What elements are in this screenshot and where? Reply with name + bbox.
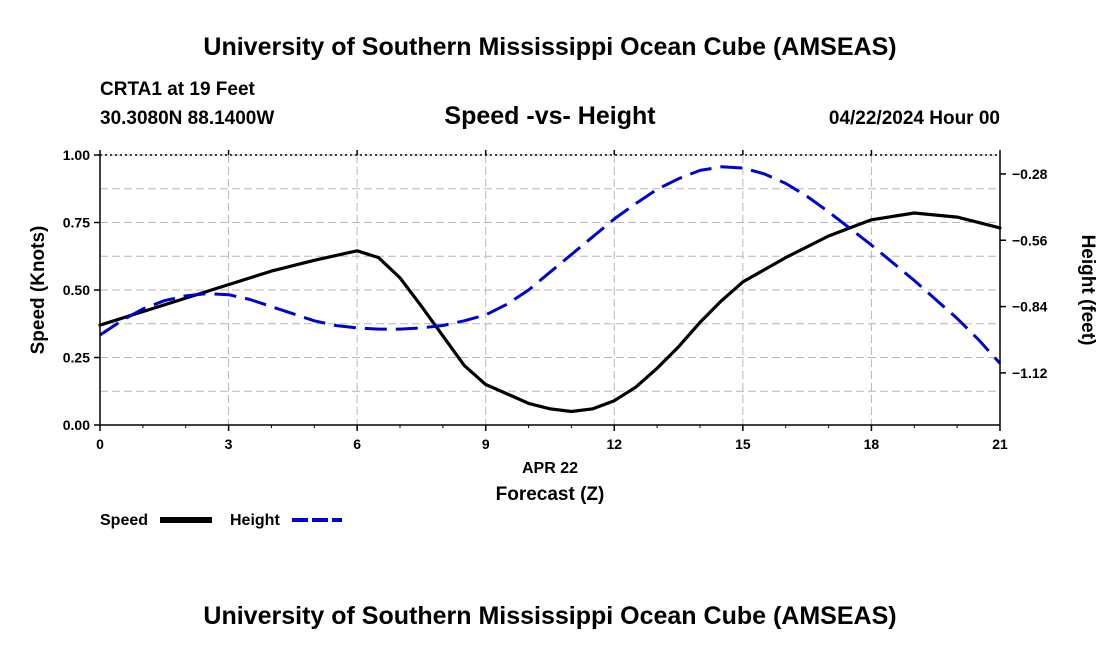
x-axis-title: Forecast (Z) (496, 484, 605, 505)
legend: Speed Height (100, 512, 342, 529)
x-axis-sublabel: APR 22 (522, 460, 578, 477)
plot-title: Speed -vs- Height (444, 102, 656, 130)
y-left-axis-title: Speed (Knots) (28, 226, 49, 355)
x-tick-label: 21 (992, 436, 1008, 452)
x-tick-label: 15 (735, 436, 751, 452)
x-tick-label: 18 (864, 436, 880, 452)
grid-layer (100, 154, 1000, 425)
footer-title: University of Southern Mississippi Ocean… (203, 602, 896, 630)
x-tick-label: 0 (96, 436, 104, 452)
y-right-tick-label: −1.12 (1012, 365, 1048, 381)
y-left-tick-label: 0.25 (63, 350, 90, 366)
tick-layer: 0 3 6 9 12 15 18 21 0.00 0.25 0.50 0.75 1.00 −0.28 −0.… (63, 147, 1048, 452)
page-title: University of Southern Mississippi Ocean… (203, 33, 896, 61)
series-layer (98, 165, 1002, 414)
y-left-tick-label: 0.00 (63, 417, 90, 433)
series-line-speed (98, 211, 1002, 414)
station-label: CRTA1 at 19 Feet (100, 79, 256, 100)
series-line-height (99, 165, 1002, 365)
y-right-axis-title: Height (feet) (1077, 235, 1098, 346)
y-left-tick-label: 1.00 (63, 147, 90, 163)
y-left-tick-label: 0.75 (63, 215, 90, 231)
plot-frame (99, 154, 1001, 426)
x-tick-label: 12 (606, 436, 622, 452)
station-coordinates: 30.3080N 88.1400W (100, 108, 274, 129)
legend-height-label: Height (230, 512, 280, 529)
x-tick-label: 6 (353, 436, 361, 452)
x-tick-label: 9 (482, 436, 490, 452)
forecast-date-hour: 04/22/2024 Hour 00 (829, 108, 1000, 129)
y-right-tick-label: −0.56 (1012, 232, 1048, 248)
y-left-tick-label: 0.50 (63, 282, 90, 298)
x-tick-label: 3 (225, 436, 233, 452)
y-right-tick-label: −0.28 (1012, 166, 1048, 182)
legend-speed-label: Speed (100, 512, 148, 529)
y-right-tick-label: −0.84 (1012, 299, 1048, 315)
